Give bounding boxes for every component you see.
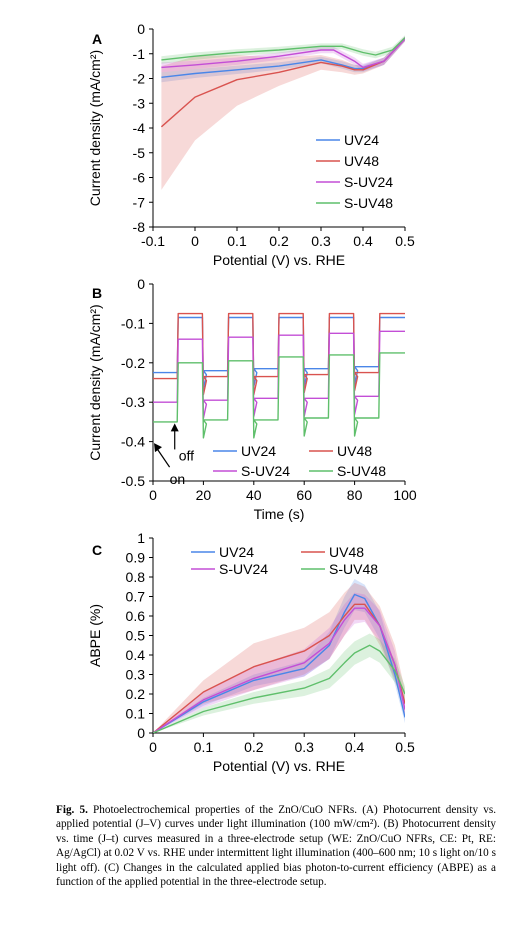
x-tick-label: -0.1 bbox=[141, 233, 165, 249]
x-tick-label: 100 bbox=[393, 487, 417, 503]
legend-label-s-uv24: S-UV24 bbox=[241, 463, 290, 479]
legend-label-uv48: UV48 bbox=[337, 443, 372, 459]
x-tick-label: 20 bbox=[196, 487, 212, 503]
annotation-off: off bbox=[179, 447, 194, 463]
y-tick-label: 0.5 bbox=[126, 628, 146, 644]
y-axis-label: Current density (mA/cm²) bbox=[87, 50, 103, 206]
panel-a-letter: A bbox=[92, 31, 102, 47]
plot-area bbox=[153, 312, 405, 439]
x-tick-label: 80 bbox=[347, 487, 363, 503]
y-tick-label: 0.9 bbox=[126, 550, 146, 566]
series-line-s-uv24 bbox=[153, 330, 405, 419]
x-tick-label: 0.3 bbox=[311, 233, 331, 249]
y-tick-label: -6 bbox=[133, 170, 146, 186]
plot-area bbox=[160, 35, 405, 190]
y-tick-label: 0.2 bbox=[126, 686, 146, 702]
error-band-uv48 bbox=[153, 582, 405, 733]
x-tick-label: 0 bbox=[191, 233, 199, 249]
panel-b-letter: B bbox=[92, 285, 102, 301]
caption-text: Photoelectrochemical properties of the Z… bbox=[56, 804, 497, 889]
x-tick-label: 0.3 bbox=[294, 739, 314, 755]
x-tick-label: 0.4 bbox=[345, 739, 365, 755]
legend-label-s-uv48: S-UV48 bbox=[329, 561, 378, 577]
annotation-arrow-on bbox=[155, 446, 171, 468]
y-tick-label: 0.7 bbox=[126, 589, 146, 605]
y-tick-label: -5 bbox=[133, 145, 146, 161]
y-tick-label: -0.1 bbox=[121, 315, 145, 331]
series-line-s-uv48 bbox=[153, 352, 405, 439]
legend-label-s-uv48: S-UV48 bbox=[344, 195, 393, 211]
y-tick-label: 0 bbox=[137, 276, 145, 292]
panel-a-chart: A 0 -1 -2 -3 -4 -5 -6 -7 -8-0.1 0 0.1 0.2 0.3 0.4 0.5 P… bbox=[87, 21, 415, 268]
annotation-on: on bbox=[170, 471, 186, 487]
x-axis-label: Time (s) bbox=[254, 506, 305, 522]
panel-c-chart: C 0 0.1 0.2 0.3 0.4 0.5 0.6 0.7 0.8 0.9 1 0 0.1 0.2 0.… bbox=[87, 530, 415, 774]
figure-caption: Fig. 5. Photoelectrochemical properties … bbox=[56, 803, 496, 889]
error-band-s-uv24 bbox=[161, 36, 405, 73]
error-band-uv48 bbox=[161, 36, 405, 190]
annotation-arrowhead-on bbox=[154, 443, 162, 453]
x-tick-label: 40 bbox=[246, 487, 262, 503]
legend-label-s-uv24: S-UV24 bbox=[344, 174, 393, 190]
legend-label-uv24: UV24 bbox=[241, 443, 276, 459]
error-band-s-uv24 bbox=[153, 592, 405, 733]
x-tick-label: 0.5 bbox=[395, 233, 415, 249]
x-tick-label: 0.2 bbox=[244, 739, 264, 755]
x-axis-label: Potential (V) vs. RHE bbox=[213, 758, 345, 774]
y-tick-label: -0.3 bbox=[121, 394, 145, 410]
y-tick-label: 0.8 bbox=[126, 569, 146, 585]
y-tick-label: 0.6 bbox=[126, 608, 146, 624]
series-line-s-uv48 bbox=[153, 644, 405, 733]
x-tick-label: 60 bbox=[296, 487, 312, 503]
y-tick-label: 0.3 bbox=[126, 667, 146, 683]
y-tick-label: -3 bbox=[133, 95, 146, 111]
legend-label-s-uv48: S-UV48 bbox=[337, 463, 386, 479]
legend-label-uv48: UV48 bbox=[344, 153, 379, 169]
y-tick-label: 0.1 bbox=[126, 706, 146, 722]
series-line-s-uv24 bbox=[161, 38, 405, 69]
y-tick-label: -2 bbox=[133, 71, 146, 87]
series-line-s-uv48 bbox=[161, 37, 405, 61]
y-tick-label: -4 bbox=[133, 120, 146, 136]
series-line-uv48 bbox=[160, 38, 405, 128]
panel-b-chart: B 0-0.1-0.2-0.3-0.4-0.50 20 40 60 80 100Time … bbox=[87, 276, 417, 522]
y-tick-label: -7 bbox=[133, 194, 146, 210]
series-line-s-uv24 bbox=[153, 607, 405, 733]
x-tick-label: 0 bbox=[149, 487, 157, 503]
y-tick-label: -8 bbox=[133, 219, 146, 235]
panel-c-letter: C bbox=[92, 542, 102, 558]
annotation-arrowhead-off bbox=[170, 423, 179, 432]
legend: UV24 UV48 S-UV24 S-UV48 bbox=[213, 443, 386, 479]
y-tick-label: -0.2 bbox=[121, 355, 145, 371]
y-tick-label: -0.5 bbox=[121, 473, 145, 489]
x-tick-label: 0.2 bbox=[269, 233, 289, 249]
x-tick-label: 0 bbox=[149, 739, 157, 755]
y-tick-label: 0 bbox=[137, 725, 145, 741]
series-line-uv24 bbox=[153, 593, 405, 733]
x-tick-label: 0.1 bbox=[194, 739, 214, 755]
x-tick-label: 0.5 bbox=[395, 739, 415, 755]
series-line-uv48 bbox=[153, 312, 405, 396]
legend-label-s-uv24: S-UV24 bbox=[219, 561, 268, 577]
legend: UV24 UV48 S-UV24 S-UV48 bbox=[191, 544, 378, 577]
y-axis-label: Current density (mA/cm²) bbox=[87, 304, 103, 460]
figure: A 0-1-2-3-4-5-6-7-8-0.1 0 0.1 0.2 0.3 0.4 0.5P… bbox=[87, 21, 417, 774]
legend: UV24 UV48 S-UV24 S-UV48 bbox=[316, 132, 393, 211]
x-tick-label: 0.1 bbox=[227, 233, 247, 249]
x-tick-label: 0.4 bbox=[353, 233, 373, 249]
y-axis-label: ABPE (%) bbox=[87, 604, 103, 667]
y-tick-label: 1 bbox=[137, 530, 145, 546]
legend-label-uv48: UV48 bbox=[329, 544, 364, 560]
x-axis-label: Potential (V) vs. RHE bbox=[213, 252, 345, 268]
y-tick-label: -0.4 bbox=[121, 434, 145, 450]
legend-label-uv24: UV24 bbox=[219, 544, 254, 560]
plot-area bbox=[153, 579, 405, 733]
y-tick-label: 0 bbox=[137, 21, 145, 37]
legend-label-uv24: UV24 bbox=[344, 132, 379, 148]
y-tick-label: -1 bbox=[133, 46, 146, 62]
caption-label: Fig. 5. bbox=[56, 804, 88, 816]
y-tick-label: 0.4 bbox=[126, 647, 146, 663]
